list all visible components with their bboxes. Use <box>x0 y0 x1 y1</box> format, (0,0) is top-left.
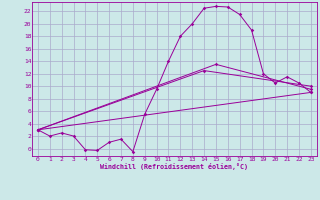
X-axis label: Windchill (Refroidissement éolien,°C): Windchill (Refroidissement éolien,°C) <box>100 163 248 170</box>
